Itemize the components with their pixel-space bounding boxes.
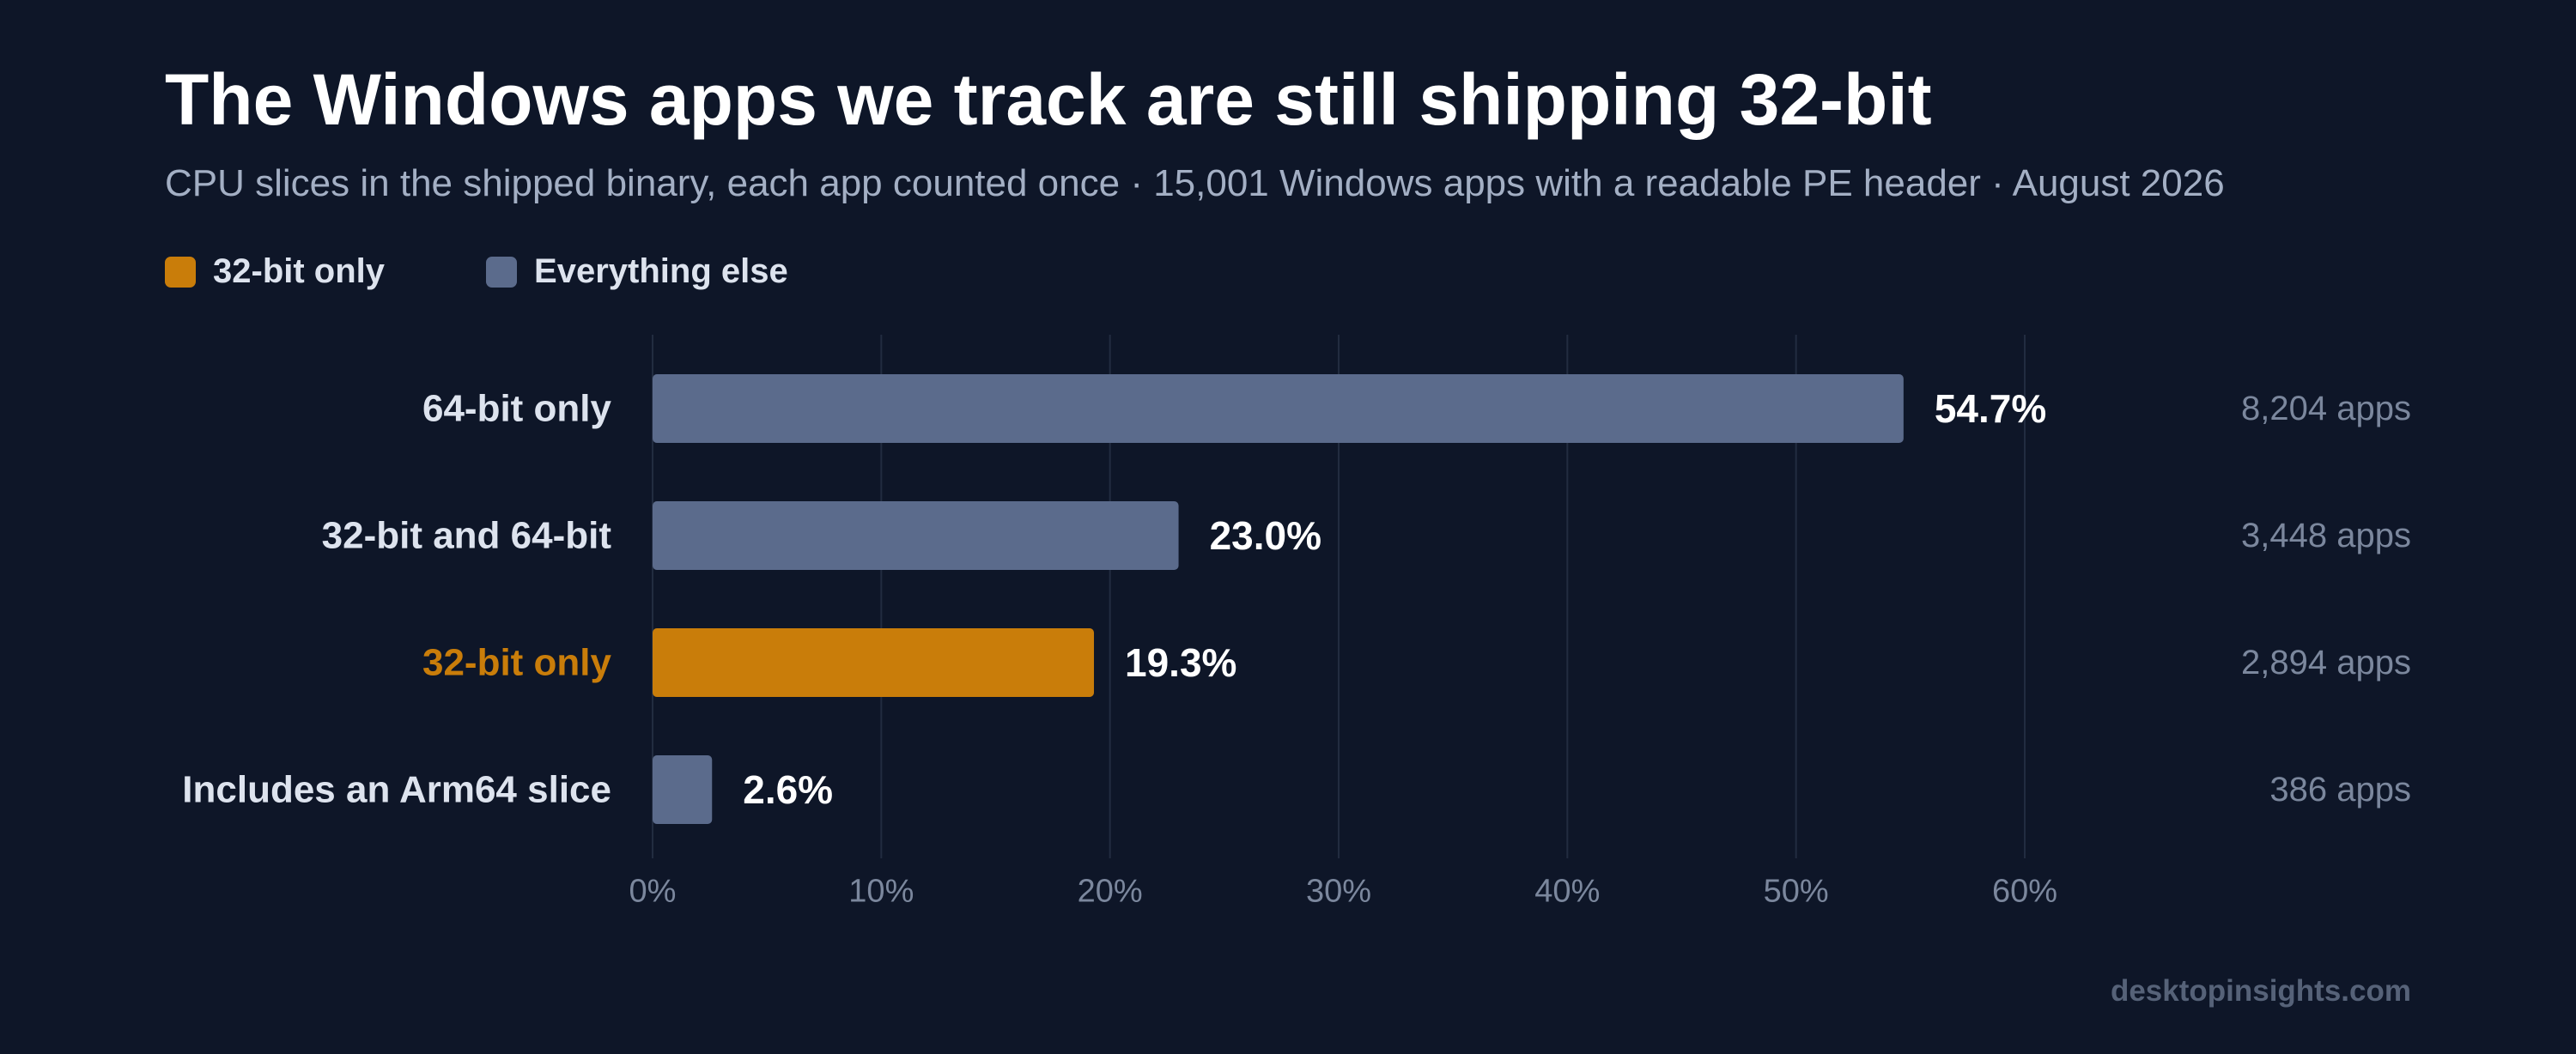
- x-tick-label-2: 20%: [1078, 873, 1143, 909]
- x-tick-label-6: 60%: [1992, 873, 2057, 909]
- x-tick-label-4: 40%: [1534, 873, 1600, 909]
- value-label-0: 54.7%: [1935, 386, 2046, 431]
- x-tick-label-1: 10%: [848, 873, 914, 909]
- category-label-1: 32-bit and 64-bit: [322, 515, 612, 557]
- category-label-2: 32-bit only: [422, 642, 612, 684]
- value-label-1: 23.0%: [1210, 513, 1321, 558]
- chart-title: The Windows apps we track are still ship…: [165, 59, 1932, 140]
- bar-3: [653, 755, 713, 824]
- bar-1: [653, 501, 1179, 570]
- count-label-3: 386 apps: [2269, 771, 2411, 809]
- legend-label-everything-else: Everything else: [534, 252, 788, 290]
- legend-item-32-bit-only: 32-bit only: [165, 252, 385, 291]
- x-tick-label-0: 0%: [629, 873, 677, 909]
- chart-subtitle: CPU slices in the shipped binary, each a…: [165, 162, 2225, 204]
- value-label-2: 19.3%: [1125, 640, 1236, 685]
- count-label-1: 3,448 apps: [2241, 517, 2411, 554]
- source-credit: desktopinsights.com: [2110, 974, 2411, 1008]
- legend: 32-bit only Everything else: [165, 252, 890, 291]
- legend-swatch-everything-else: [486, 256, 518, 288]
- x-tick-label-5: 50%: [1764, 873, 1829, 909]
- count-label-2: 2,894 apps: [2241, 644, 2411, 681]
- x-tick-label-3: 30%: [1306, 873, 1371, 909]
- legend-item-everything-else: Everything else: [486, 252, 788, 291]
- count-label-0: 8,204 apps: [2241, 390, 2411, 427]
- legend-swatch-32-bit-only: [165, 256, 196, 288]
- category-label-3: Includes an Arm64 slice: [182, 769, 611, 811]
- legend-label-32-bit-only: 32-bit only: [213, 252, 386, 290]
- category-label-0: 64-bit only: [422, 388, 612, 430]
- bar-2: [653, 628, 1095, 697]
- value-label-3: 2.6%: [743, 767, 833, 812]
- bar-0: [653, 374, 1904, 443]
